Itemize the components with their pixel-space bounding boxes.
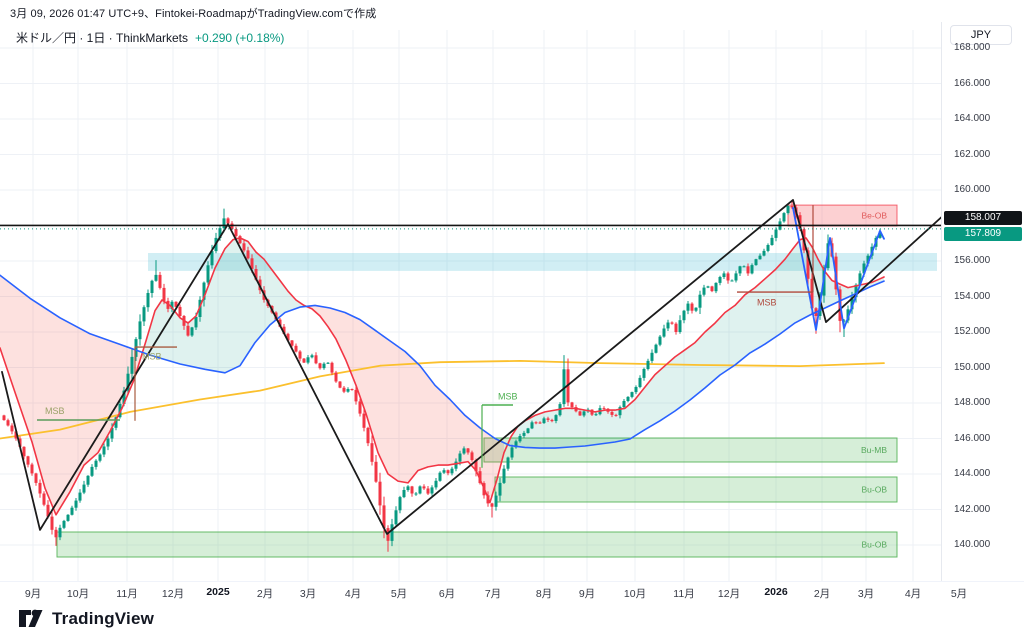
zone-label: Bu-MB [861,445,887,455]
price-axis-label: 152.000 [954,326,991,337]
time-axis-label: 6月 [438,588,456,600]
time-axis-label: 3月 [857,588,875,600]
sd-zones: Be-OB Bu-MB Bu-OB Bu-OB [56,204,898,558]
time-axis-label: 2月 [813,588,831,600]
time-axis-label: 2026 [764,586,788,598]
grid [0,30,941,581]
zone-label: Bu-OB [861,540,887,550]
footer-bar: TradingView [0,600,1024,638]
zone-bu-ob[interactable] [494,476,898,503]
time-axis-label: 5月 [950,588,968,600]
hline-price-tag: 158.007 [944,210,1022,225]
msb-markers: MSB MSB MSB MSB [37,205,814,468]
price-axis-label: 142.000 [954,503,991,515]
chart-legend[interactable]: 米ドル／円 · 1日 · ThinkMarkets +0.290 (+0.18%) [16,29,284,46]
last-price-tag: 157.809 [944,226,1022,241]
price-axis-label: 162.000 [954,148,991,160]
time-axis-label: 3月 [299,588,317,600]
currency-button[interactable]: JPY [950,25,1012,45]
time-axis-label: 9月 [578,588,596,600]
msb-label: MSB [45,406,65,416]
ma-ribbon-fill [0,237,884,515]
price-axis-label: 168.000 [954,42,991,53]
price-axis-label: 164.000 [954,113,991,124]
time-axis-label: 2月 [256,588,274,600]
price-axis[interactable]: JPY 158.007 157.809 168.000 166.000 164.00… [941,22,1024,581]
zone-label: Be-OB [861,211,887,221]
price-change: +0.290 (+0.18%) [195,31,285,45]
price-axis-label: 150.000 [954,361,991,373]
price-axis-label: 148.000 [954,397,991,408]
tradingview-logo-icon[interactable] [18,607,48,631]
trendline-black[interactable] [1,193,941,535]
zone-label: Bu-OB [861,485,887,495]
time-axis-label: 12月 [161,588,185,600]
time-axis-label: 12月 [717,588,741,600]
time-axis-label: 4月 [344,588,362,600]
price-axis-label: 166.000 [954,77,991,89]
time-axis-label: 4月 [904,588,922,600]
price-axis-label: 154.000 [954,290,991,302]
candles [2,200,882,552]
price-chart[interactable]: Be-OB Bu-MB Bu-OB Bu-OB MSB MSB MSB MSB [0,0,941,581]
attribution-text: 3月 09, 2026 01:47 UTC+9、Fintokei-Roadmap… [10,8,377,20]
price-axis-label: 160.000 [954,184,991,195]
price-axis-label: 144.000 [954,468,991,479]
time-axis-label: 7月 [484,588,502,600]
time-axis-label: 11月 [116,588,138,600]
msb-label: MSB [142,352,162,362]
zone-bu-ob[interactable] [56,531,898,558]
price-axis-label: 156.000 [954,255,991,266]
time-axis-label: 11月 [673,588,695,600]
time-axis-label: 5月 [390,588,408,600]
time-axis-label: 9月 [24,588,42,600]
zigzag-blue[interactable] [792,206,885,331]
time-axis-label: 10月 [623,588,647,600]
price-axis-label: 140.000 [954,539,991,550]
time-axis-label: 10月 [66,588,90,600]
time-axis-label: 8月 [535,588,553,600]
msb-label: MSB [498,391,518,401]
zone-bu-mb[interactable] [483,437,898,463]
time-axis[interactable]: 9月 10月 11月 12月 2025 2月 3月 4月 5月 6月 7月 8月 9月 10月 11月 12月… [0,581,1024,600]
msb-label: MSB [757,297,777,307]
brand-name[interactable]: TradingView [52,609,155,628]
time-axis-label: 2025 [206,586,230,598]
top-attribution-bar: 3月 09, 2026 01:47 UTC+9、Fintokei-Roadmap… [0,0,1024,22]
symbol-title[interactable]: 米ドル／円 · 1日 · ThinkMarkets [16,31,189,45]
price-axis-label: 146.000 [954,432,991,444]
